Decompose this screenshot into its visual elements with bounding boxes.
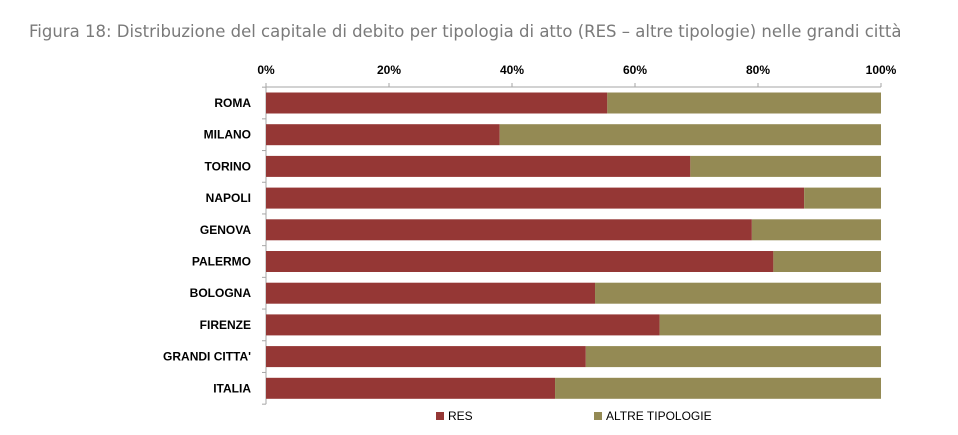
bar-res <box>266 251 774 272</box>
bar-res <box>266 124 500 146</box>
legend-label: RES <box>448 409 473 423</box>
x-tick-label: 40% <box>500 63 524 77</box>
category-label: PALERMO <box>192 255 251 269</box>
x-tick-label: 60% <box>623 63 647 77</box>
legend-swatch <box>594 412 602 420</box>
category-label: FIRENZE <box>200 318 251 332</box>
category-label: ITALIA <box>213 381 251 395</box>
bar-altre-tipologie <box>690 155 881 177</box>
figure-caption: Figura 18: Distribuzione del capitale di… <box>29 22 902 41</box>
category-label: GENOVA <box>200 223 251 237</box>
category-label: TORINO <box>205 159 251 173</box>
bar-altre-tipologie <box>751 219 881 241</box>
category-label: BOLOGNA <box>190 286 252 300</box>
bar-res <box>266 377 556 399</box>
bar-altre-tipologie <box>499 124 881 146</box>
x-tick-label: 0% <box>257 63 275 77</box>
bar-res <box>266 219 752 241</box>
bar-altre-tipologie <box>773 251 881 272</box>
category-label: GRANDI CITTA' <box>163 350 251 364</box>
category-label: ROMA <box>214 96 251 110</box>
bar-res <box>266 282 596 304</box>
x-tick-label: 80% <box>746 63 770 77</box>
bar-res <box>266 314 660 336</box>
x-tick-label: 20% <box>377 63 401 77</box>
bar-res <box>266 155 691 177</box>
bar-res <box>266 187 805 209</box>
bar-altre-tipologie <box>585 346 881 368</box>
bar-res <box>266 346 586 368</box>
x-tick-label: 100% <box>866 63 897 77</box>
bar-res <box>266 92 608 114</box>
bar-altre-tipologie <box>804 187 881 209</box>
bar-altre-tipologie <box>555 377 881 399</box>
legend-swatch <box>436 412 444 420</box>
category-label: MILANO <box>204 128 251 142</box>
bar-altre-tipologie <box>607 92 881 114</box>
category-label: NAPOLI <box>206 191 251 205</box>
legend-label: ALTRE TIPOLOGIE <box>606 409 712 423</box>
bar-altre-tipologie <box>595 282 881 304</box>
bar-altre-tipologie <box>659 314 881 336</box>
